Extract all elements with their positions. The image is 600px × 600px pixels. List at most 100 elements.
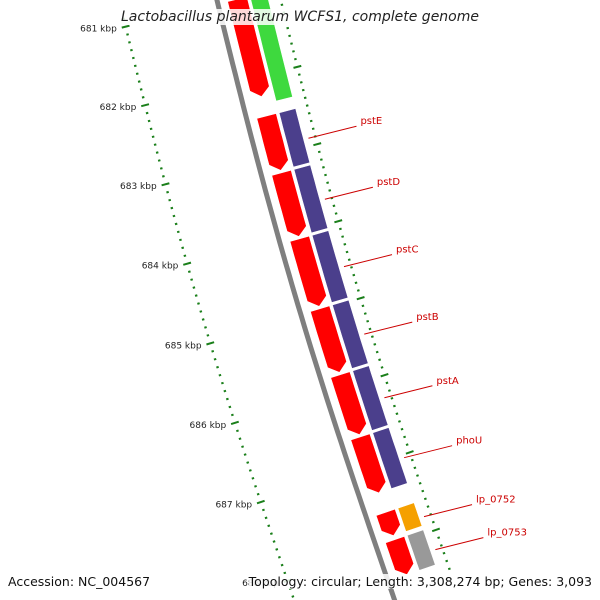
- minor-tick: [147, 119, 151, 123]
- cog-bar: [311, 230, 349, 303]
- cog-bar: [397, 502, 423, 532]
- minor-tick: [366, 319, 370, 323]
- cog-bar: [352, 365, 389, 431]
- minor-tick: [161, 175, 165, 178]
- minor-tick: [387, 389, 391, 392]
- cds-arrow: [330, 371, 367, 435]
- minor-tick: [264, 516, 268, 520]
- minor-tick: [176, 230, 180, 234]
- minor-tick: [303, 96, 307, 100]
- ruler-tick-label: 686 kbp: [190, 421, 227, 431]
- gene-label-leader: [308, 125, 357, 139]
- minor-tick: [133, 64, 137, 68]
- minor-tick: [228, 405, 232, 409]
- minor-tick: [398, 420, 401, 423]
- cog-bar: [372, 427, 408, 490]
- minor-tick: [236, 429, 239, 433]
- major-tick: [206, 341, 215, 346]
- cds-arrow: [256, 113, 289, 171]
- minor-tick: [254, 484, 257, 488]
- minor-tick: [339, 227, 342, 231]
- minor-tick: [291, 595, 295, 598]
- minor-tick: [174, 222, 178, 226]
- minor-tick: [211, 349, 215, 353]
- minor-tick: [290, 42, 293, 45]
- minor-tick: [168, 198, 172, 202]
- minor-tick: [447, 567, 451, 571]
- gene-label: pstC: [396, 245, 418, 256]
- ruler-tick-label: 682 kbp: [100, 103, 137, 113]
- minor-tick: [326, 181, 330, 184]
- minor-tick: [216, 365, 219, 369]
- minor-tick: [275, 548, 279, 551]
- minor-tick: [352, 273, 356, 277]
- gene-label: lp_0753: [487, 528, 527, 539]
- minor-tick: [363, 312, 367, 315]
- minor-tick: [135, 72, 139, 75]
- backbone-line: [214, 0, 398, 600]
- major-tick: [313, 142, 322, 147]
- major-tick: [256, 499, 265, 505]
- major-tick: [356, 296, 365, 301]
- minor-tick: [128, 41, 131, 44]
- minor-tick: [126, 33, 129, 36]
- minor-tick: [345, 250, 349, 254]
- genome-summary-text: Topology: circular; Length: 3,308,274 bp…: [248, 574, 592, 589]
- minor-tick: [328, 189, 332, 192]
- minor-tick: [280, 3, 284, 7]
- ruler-tick-label: 681 kbp: [80, 24, 117, 34]
- minor-tick: [267, 524, 271, 528]
- minor-tick: [131, 56, 135, 60]
- minor-tick: [445, 559, 449, 563]
- minor-tick: [341, 235, 345, 238]
- minor-tick: [400, 427, 404, 431]
- minor-tick: [332, 204, 336, 208]
- minor-tick: [368, 327, 372, 331]
- minor-tick: [309, 119, 313, 123]
- minor-tick: [322, 166, 325, 169]
- minor-tick: [155, 151, 159, 154]
- minor-tick: [286, 26, 290, 30]
- minor-tick: [307, 112, 311, 115]
- minor-tick: [418, 482, 422, 485]
- cog-bar: [293, 164, 329, 234]
- minor-tick: [395, 412, 399, 416]
- minor-tick: [151, 135, 155, 139]
- gene-features: [227, 0, 436, 576]
- minor-tick: [413, 466, 417, 470]
- minor-tick: [378, 358, 382, 362]
- gene-label-leader: [384, 385, 433, 399]
- cds-arrow: [375, 508, 401, 537]
- minor-tick: [439, 544, 443, 547]
- minor-tick: [241, 445, 245, 448]
- minor-tick: [334, 212, 338, 215]
- accession-text: Accession: NC_004567: [8, 574, 151, 589]
- minor-tick: [311, 127, 315, 131]
- gene-label-leader: [324, 186, 373, 200]
- gene-label: pstA: [436, 376, 458, 387]
- gene-labels: pstE pstD pstC pstB pstA phoU lp_0752 lp_0753: [308, 116, 527, 551]
- minor-tick: [172, 214, 176, 218]
- minor-tick: [181, 246, 185, 250]
- minor-tick: [190, 278, 194, 281]
- minor-tick: [373, 343, 377, 346]
- minor-tick: [350, 266, 353, 269]
- minor-tick: [305, 104, 309, 107]
- ruler-tick-label: 684 kbp: [142, 262, 179, 272]
- minor-tick: [230, 413, 234, 417]
- minor-tick: [385, 381, 389, 385]
- minor-tick: [218, 373, 222, 377]
- minor-tick: [403, 435, 407, 439]
- genome-backbone: [214, 0, 398, 600]
- cds-arrow: [271, 169, 307, 237]
- minor-tick: [141, 96, 145, 99]
- minor-tick: [361, 304, 365, 308]
- gene-label-leader: [403, 445, 453, 459]
- minor-tick: [137, 80, 141, 83]
- minor-tick: [343, 243, 347, 246]
- gene-label: lp_0752: [476, 495, 516, 506]
- cds-arrow: [289, 235, 327, 307]
- minor-tick: [194, 294, 198, 297]
- major-tick: [161, 182, 170, 187]
- minor-tick: [297, 73, 301, 76]
